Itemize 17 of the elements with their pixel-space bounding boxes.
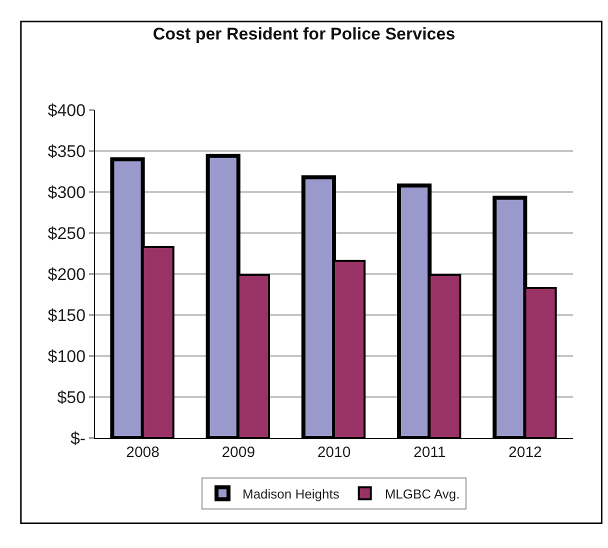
y-tick-label: $100 (48, 346, 86, 366)
y-tick-label: $250 (48, 224, 86, 243)
x-tick-label: 2011 (413, 444, 446, 461)
y-tick-label: $- (70, 428, 86, 448)
x-tick-label: 2009 (222, 444, 256, 461)
x-tick-label: 2008 (126, 444, 160, 461)
x-tick-label: 2012 (508, 444, 542, 461)
x-tick-label: 2010 (317, 444, 351, 461)
legend-label: Madison Heights (242, 486, 340, 502)
y-tick-label: $150 (48, 306, 86, 325)
legend-label: MLGBC Avg. (384, 486, 460, 502)
y-tick-label: $300 (48, 182, 86, 202)
y-tick-label: $350 (48, 142, 86, 161)
chart-title: Cost per Resident for Police Services (152, 24, 456, 44)
y-tick-label: $50 (57, 388, 86, 407)
y-tick-label: $400 (48, 100, 86, 120)
y-tick-label: $200 (48, 264, 86, 284)
